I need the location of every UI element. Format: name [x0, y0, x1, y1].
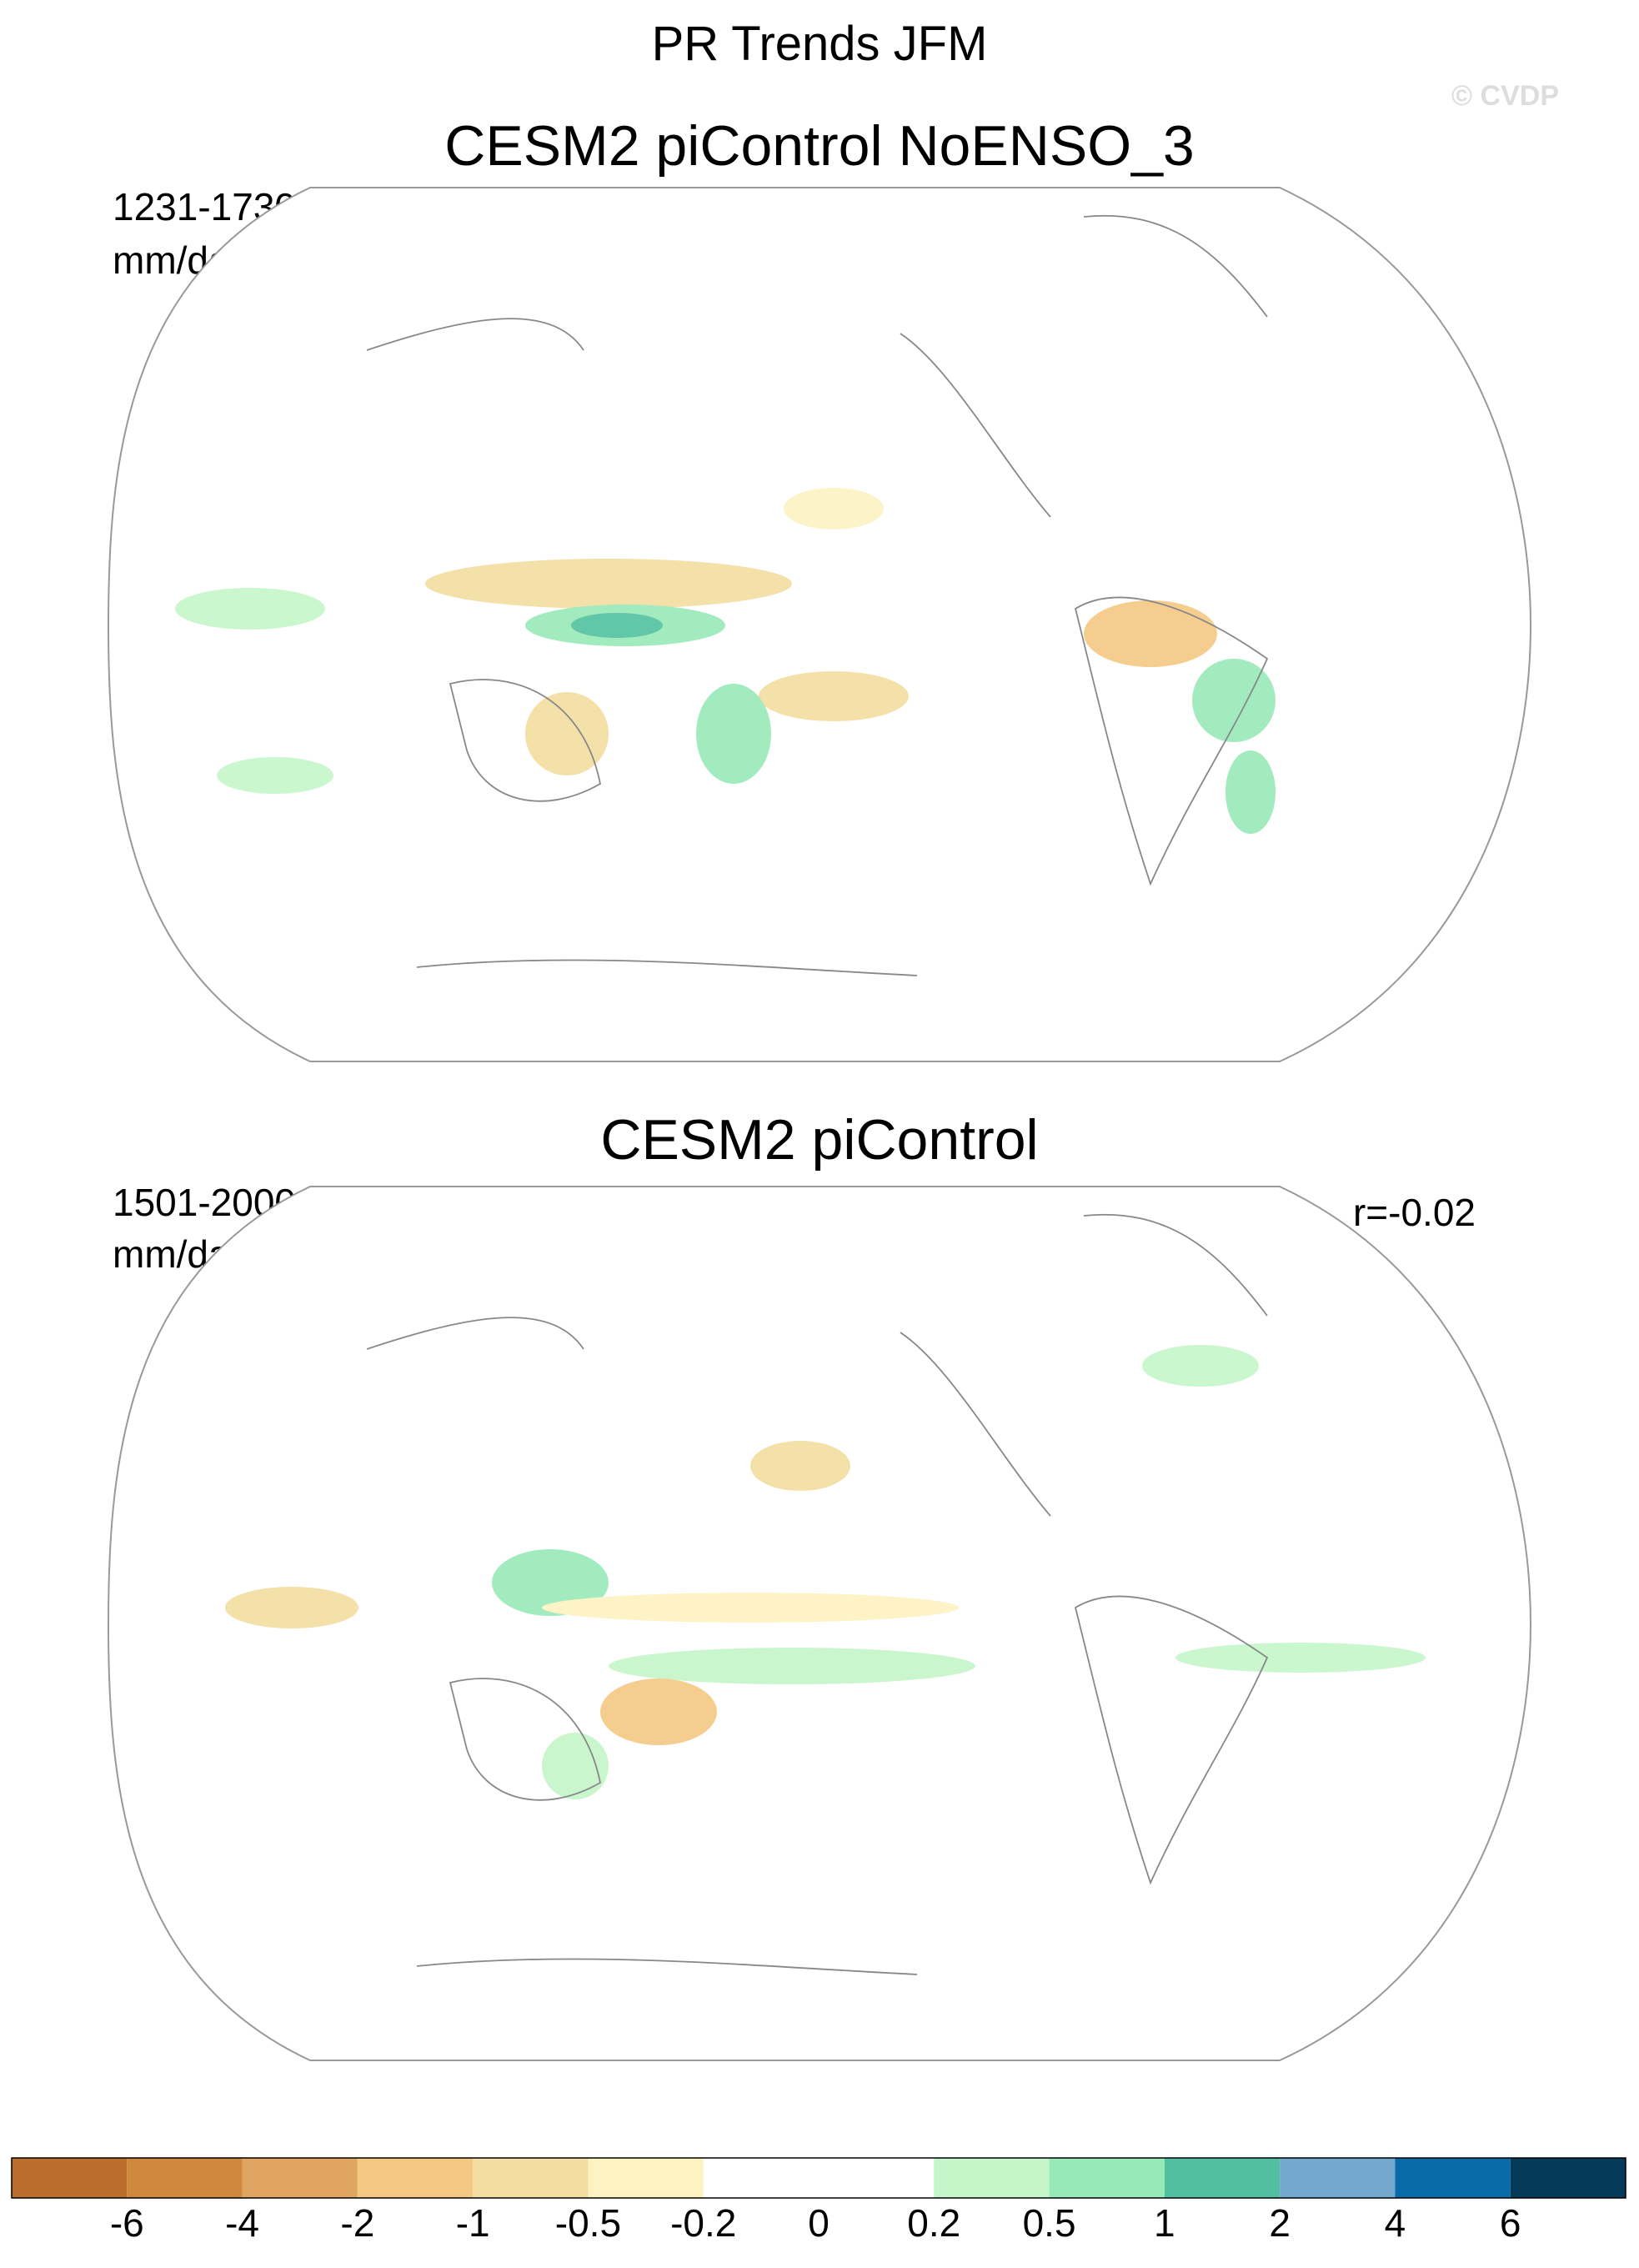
colorbar-tick-label: 0 — [808, 2201, 830, 2245]
colorbar-frame — [11, 2157, 1626, 2199]
trend-blob — [1192, 659, 1276, 742]
trend-blob — [696, 684, 771, 784]
colorbar-tick-label: 0.5 — [1023, 2201, 1076, 2245]
trend-blob — [1142, 1345, 1259, 1387]
trend-blob — [759, 671, 909, 721]
colorbar-tick-label: 0.2 — [907, 2201, 960, 2245]
trend-blob — [542, 1733, 609, 1799]
colorbar: -6 -4 -2 -1 -0.5 -0.2 0 0.2 0.5 1 2 4 6 — [11, 2157, 1626, 2245]
colorbar-tick-label: 2 — [1269, 2201, 1291, 2245]
colorbar-tick-label: -0.5 — [555, 2201, 621, 2245]
colorbar-tick-label: -2 — [340, 2201, 374, 2245]
coastline — [366, 1213, 1269, 1975]
map-frame — [107, 187, 1532, 1062]
trend-blob — [609, 1648, 975, 1684]
colorbar-box — [934, 2158, 1050, 2198]
trend-blob — [1084, 600, 1217, 667]
trend-pattern — [175, 488, 1276, 834]
colorbar-box — [1164, 2158, 1281, 2198]
colorbar-box — [1280, 2158, 1396, 2198]
colorbar-box — [473, 2158, 589, 2198]
colorbar-tick-label: -1 — [456, 2201, 490, 2245]
coastline — [366, 214, 1269, 976]
colorbar-box — [1049, 2158, 1165, 2198]
watermark: © CVDP — [1451, 80, 1559, 112]
colorbar-tick-label: -6 — [110, 2201, 144, 2245]
trend-blob — [1175, 1643, 1426, 1673]
colorbar-box — [819, 2158, 935, 2198]
colorbar-tick-label: -4 — [225, 2201, 259, 2245]
trend-blob — [225, 1587, 358, 1628]
panel-title: CESM2 piControl NoENSO_3 — [444, 114, 1194, 178]
trend-blob — [784, 488, 884, 529]
trend-blob — [1225, 750, 1276, 834]
colorbar-box — [357, 2158, 474, 2198]
trend-blob — [217, 757, 333, 794]
figure-title: PR Trends JFM — [652, 17, 988, 71]
colorbar-box — [703, 2158, 819, 2198]
trend-blob — [175, 588, 325, 630]
map-panel — [107, 187, 1532, 1062]
map-panel — [107, 1186, 1532, 2061]
correlation-label: r=-0.02 — [1353, 1191, 1476, 1234]
colorbar-box — [127, 2158, 243, 2198]
trend-blob — [600, 1678, 717, 1745]
colorbar-tick-label: 6 — [1500, 2201, 1521, 2245]
trend-blob — [425, 559, 792, 609]
colorbar-box — [12, 2158, 128, 2198]
colorbar-box — [1395, 2158, 1511, 2198]
colorbar-box — [242, 2158, 358, 2198]
colorbar-box — [588, 2158, 704, 2198]
panel-title: CESM2 piControl — [600, 1108, 1038, 1172]
trend-blob — [750, 1441, 850, 1491]
colorbar-tick-label: 1 — [1154, 2201, 1175, 2245]
trend-blob — [542, 1593, 959, 1623]
map-frame — [107, 1186, 1532, 2061]
colorbar-tick-label: 4 — [1385, 2201, 1406, 2245]
trend-blob — [525, 692, 609, 775]
colorbar-tick-label: -0.2 — [670, 2201, 736, 2245]
colorbar-box — [1510, 2158, 1626, 2198]
trend-blob — [571, 613, 663, 638]
trend-pattern — [225, 1345, 1426, 1799]
